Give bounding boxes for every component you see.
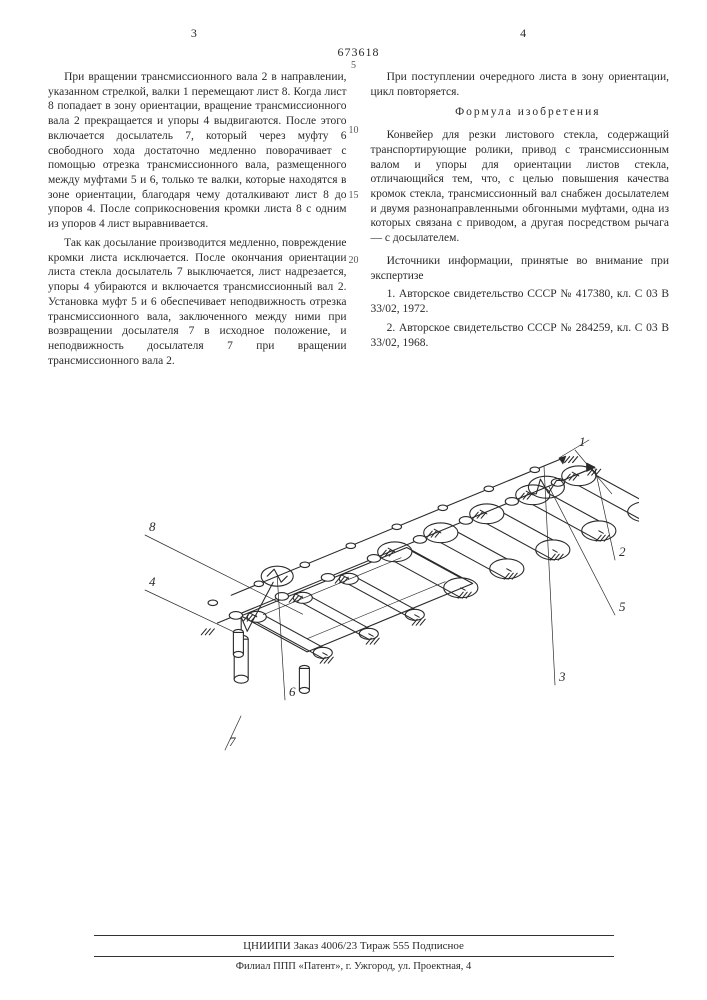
- body-para: Так как досылание производится медленно,…: [48, 236, 347, 368]
- svg-text:2: 2: [619, 544, 626, 559]
- source-ref: 2. Авторское свидетельство СССР № 284259…: [371, 321, 670, 350]
- gutter-line-numbers: 5 10 15 20: [347, 60, 361, 320]
- sources-title: Источники информации, принятые во вниман…: [371, 254, 670, 283]
- body-para: При поступлении очередного листа в зону …: [371, 70, 670, 99]
- svg-text:4: 4: [149, 574, 156, 589]
- svg-text:6: 6: [289, 684, 296, 699]
- svg-text:8: 8: [149, 519, 156, 534]
- page-number-right: 4: [377, 26, 669, 41]
- document-number: 673618: [48, 45, 669, 60]
- imprint-footer: ЦНИИПИ Заказ 4006/23 Тираж 555 Подписное…: [0, 935, 707, 972]
- source-ref: 1. Авторское свидетельство СССР № 417380…: [371, 287, 670, 316]
- figure-svg: 1 2 3 4 5 6 7 8: [79, 386, 639, 766]
- footer-line-2: Филиал ППП «Патент», г. Ужгород, ул. Про…: [0, 961, 707, 972]
- svg-text:3: 3: [558, 669, 566, 684]
- body-para: Конвейер для резки листового стекла, сод…: [371, 128, 670, 246]
- left-column: При вращении трансмиссионного вала 2 в н…: [48, 70, 347, 372]
- patent-figure: 1 2 3 4 5 6 7 8: [48, 386, 669, 766]
- footer-rule: [94, 956, 614, 957]
- svg-text:7: 7: [229, 734, 236, 749]
- claims-title: Формула изобретения: [371, 105, 670, 120]
- right-column: При поступлении очередного листа в зону …: [371, 70, 670, 372]
- svg-text:5: 5: [619, 599, 626, 614]
- svg-text:1: 1: [579, 434, 586, 449]
- footer-rule: [94, 935, 614, 936]
- page-number-left: 3: [48, 26, 340, 41]
- body-para: При вращении трансмиссионного вала 2 в н…: [48, 70, 347, 232]
- page-header: 3 4: [48, 26, 669, 41]
- footer-line-1: ЦНИИПИ Заказ 4006/23 Тираж 555 Подписное: [0, 940, 707, 952]
